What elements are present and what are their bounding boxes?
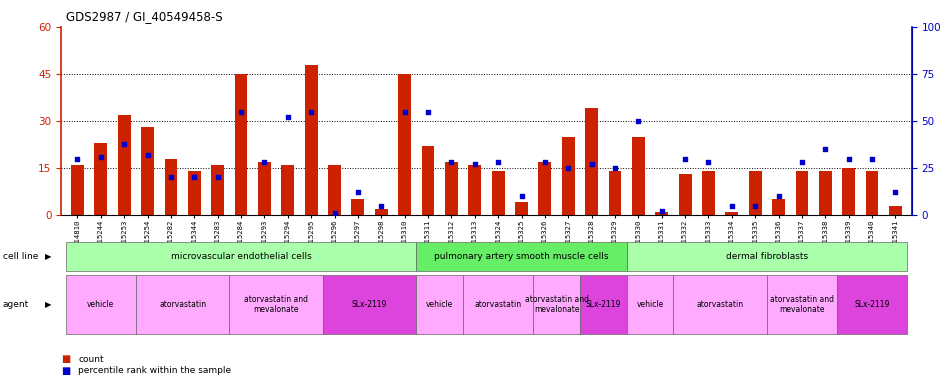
Bar <box>586 108 598 215</box>
Point <box>818 146 833 152</box>
Bar <box>749 171 761 215</box>
Point <box>211 174 226 180</box>
Point <box>233 109 248 115</box>
Point <box>420 109 435 115</box>
Point <box>70 156 85 162</box>
Text: atorvastatin: atorvastatin <box>159 300 206 309</box>
Point <box>654 208 669 214</box>
Bar <box>889 206 901 215</box>
Bar <box>562 137 574 215</box>
Text: atorvastatin: atorvastatin <box>697 300 744 309</box>
Bar <box>866 171 879 215</box>
Point <box>304 109 319 115</box>
Point <box>397 109 412 115</box>
Bar <box>842 168 855 215</box>
Text: agent: agent <box>3 300 29 309</box>
Text: atorvastatin and
mevalonate: atorvastatin and mevalonate <box>770 295 834 314</box>
Text: vehicle: vehicle <box>636 300 664 309</box>
Point <box>257 159 272 166</box>
Bar <box>819 171 832 215</box>
Point <box>514 193 529 199</box>
Text: vehicle: vehicle <box>426 300 453 309</box>
Point <box>607 165 622 171</box>
Bar <box>539 162 551 215</box>
Bar <box>726 212 738 215</box>
Bar <box>118 115 131 215</box>
Bar <box>795 171 808 215</box>
Text: SLx-2119: SLx-2119 <box>352 300 387 309</box>
Text: atorvastatin and
mevalonate: atorvastatin and mevalonate <box>525 295 588 314</box>
Text: ▶: ▶ <box>45 252 52 261</box>
Bar <box>515 202 528 215</box>
Point <box>678 156 693 162</box>
Point <box>561 165 576 171</box>
Point <box>491 159 506 166</box>
Text: dermal fibroblasts: dermal fibroblasts <box>726 252 808 261</box>
Point <box>187 174 202 180</box>
Text: atorvastatin: atorvastatin <box>475 300 522 309</box>
Point <box>584 161 599 167</box>
Bar <box>632 137 645 215</box>
Bar <box>492 171 505 215</box>
Bar <box>399 74 411 215</box>
Bar <box>422 146 434 215</box>
Bar <box>305 65 318 215</box>
Bar <box>375 209 387 215</box>
Text: atorvastatin and
mevalonate: atorvastatin and mevalonate <box>244 295 308 314</box>
Point <box>725 203 740 209</box>
Point <box>140 152 155 158</box>
Text: ■: ■ <box>61 366 70 376</box>
Text: ▶: ▶ <box>45 300 52 309</box>
Text: ■: ■ <box>61 354 70 364</box>
Point <box>93 154 108 160</box>
Bar <box>71 165 84 215</box>
Text: GDS2987 / GI_40549458-S: GDS2987 / GI_40549458-S <box>66 10 223 23</box>
Bar <box>188 171 201 215</box>
Bar <box>655 212 668 215</box>
Bar <box>702 171 715 215</box>
Bar <box>281 165 294 215</box>
Point <box>631 118 646 124</box>
Text: pulmonary artery smooth muscle cells: pulmonary artery smooth muscle cells <box>434 252 609 261</box>
Bar <box>212 165 224 215</box>
Bar <box>352 199 365 215</box>
Text: cell line: cell line <box>3 252 39 261</box>
Text: vehicle: vehicle <box>87 300 115 309</box>
Bar <box>94 143 107 215</box>
Text: SLx-2119: SLx-2119 <box>586 300 621 309</box>
Bar <box>772 199 785 215</box>
Bar <box>258 162 271 215</box>
Point <box>794 159 809 166</box>
Bar <box>445 162 458 215</box>
Point <box>444 159 459 166</box>
Point <box>771 193 786 199</box>
Text: SLx-2119: SLx-2119 <box>854 300 890 309</box>
Bar <box>679 174 692 215</box>
Bar <box>235 74 247 215</box>
Point <box>701 159 716 166</box>
Point <box>374 203 389 209</box>
Bar <box>164 159 178 215</box>
Text: percentile rank within the sample: percentile rank within the sample <box>78 366 231 375</box>
Bar <box>328 165 341 215</box>
Point <box>747 203 762 209</box>
Point <box>467 161 482 167</box>
Point <box>351 189 366 195</box>
Point <box>164 174 179 180</box>
Point <box>117 141 132 147</box>
Point <box>538 159 553 166</box>
Point <box>841 156 856 162</box>
Bar <box>608 171 621 215</box>
Point <box>888 189 903 195</box>
Bar <box>141 127 154 215</box>
Text: count: count <box>78 354 103 364</box>
Point <box>327 210 342 216</box>
Point <box>280 114 295 120</box>
Text: microvascular endothelial cells: microvascular endothelial cells <box>171 252 311 261</box>
Point <box>865 156 880 162</box>
Bar <box>468 165 481 215</box>
